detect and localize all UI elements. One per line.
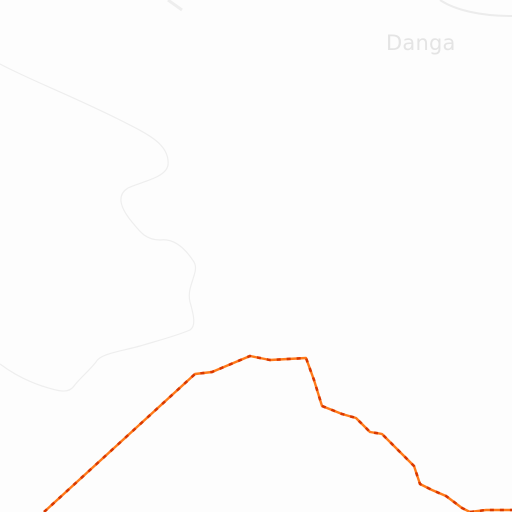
boundary-line-base bbox=[43, 354, 471, 512]
contour-top-left-stub bbox=[167, 0, 183, 12]
place-label-danga[interactable]: Danga bbox=[386, 31, 456, 55]
boundary-line-edge-dashes bbox=[469, 508, 512, 512]
boundary-line-dashes bbox=[43, 354, 471, 512]
terrain-contour-river bbox=[0, 63, 196, 392]
contour-top-right bbox=[439, 0, 512, 17]
